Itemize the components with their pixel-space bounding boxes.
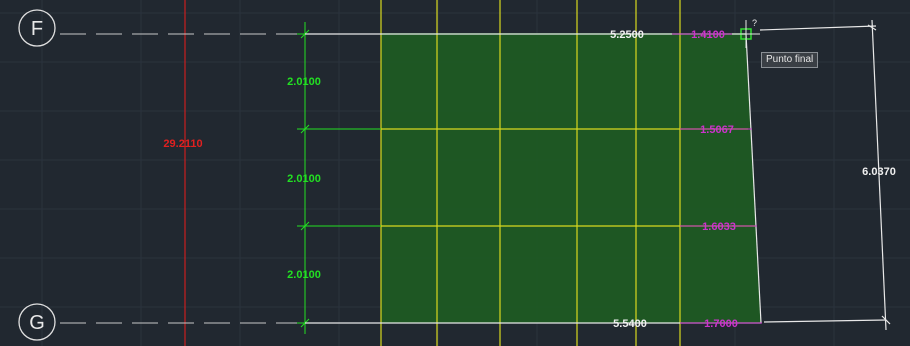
top-width-dimension: 5.2500 <box>610 29 644 41</box>
grid-bubble-g[interactable]: G <box>18 303 56 341</box>
magenta-dimension-bottom: 1.7000 <box>704 318 738 330</box>
grid-bubble-g-label: G <box>29 312 45 334</box>
red-dimension-label: 29.2110 <box>163 138 202 150</box>
slab-hatch[interactable] <box>381 33 761 323</box>
green-dimension-3: 2.0100 <box>287 269 321 281</box>
cursor-question-mark: ? <box>752 18 757 28</box>
green-dimension-2: 2.0100 <box>287 173 321 185</box>
grid-bubble-f-label: F <box>31 18 43 40</box>
green-dimension-1: 2.0100 <box>287 76 321 88</box>
bottom-width-dimension: 5.5400 <box>613 318 647 330</box>
right-height-dimension: 6.0370 <box>862 166 896 178</box>
magenta-dimension-top: 1.4100 <box>691 29 725 41</box>
grid-axis-lines[interactable] <box>60 33 305 324</box>
magenta-dimension-3: 1.6033 <box>702 221 736 233</box>
grid-bubble-f[interactable]: F <box>18 9 56 47</box>
endpoint-snap-marker <box>732 20 760 48</box>
snap-tooltip: Punto final <box>761 52 819 68</box>
magenta-dimension-2: 1.5067 <box>700 124 734 136</box>
